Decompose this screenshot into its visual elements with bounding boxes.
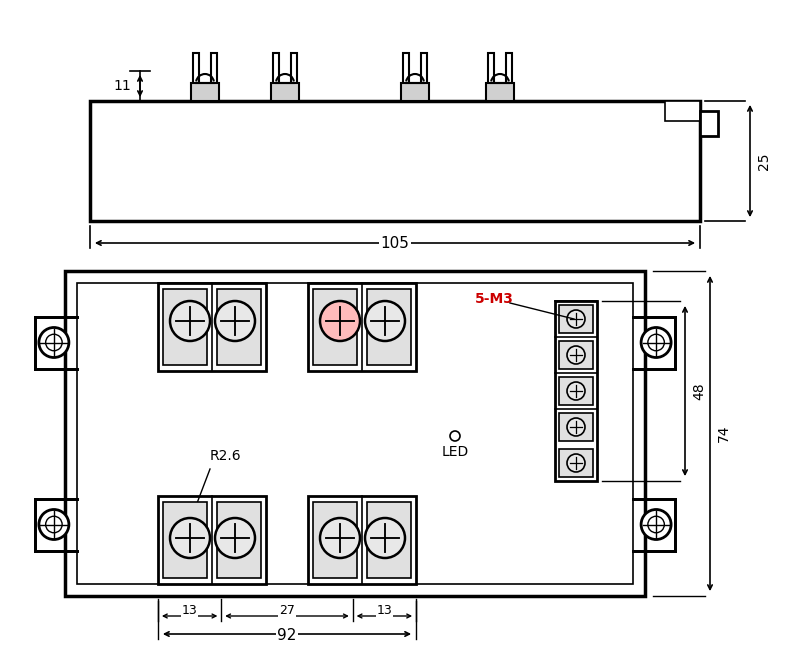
Text: 5-M3: 5-M3 xyxy=(475,292,514,306)
Bar xyxy=(559,341,593,369)
Bar xyxy=(158,283,266,371)
Circle shape xyxy=(567,310,585,328)
Bar xyxy=(367,289,411,365)
Circle shape xyxy=(170,518,210,558)
Bar xyxy=(35,499,77,550)
Bar xyxy=(65,271,645,596)
Circle shape xyxy=(46,516,62,533)
Bar xyxy=(313,289,357,365)
Bar xyxy=(158,496,266,584)
Circle shape xyxy=(648,335,664,351)
Circle shape xyxy=(39,510,69,539)
Bar xyxy=(665,101,700,121)
Bar xyxy=(313,502,357,578)
Text: E: E xyxy=(373,359,487,522)
Circle shape xyxy=(641,327,671,358)
Circle shape xyxy=(170,301,210,341)
Circle shape xyxy=(567,418,585,436)
Circle shape xyxy=(365,301,405,341)
Bar xyxy=(163,502,207,578)
Bar xyxy=(700,111,718,136)
Bar xyxy=(217,289,261,365)
Circle shape xyxy=(567,346,585,364)
Bar xyxy=(506,53,512,101)
Bar xyxy=(633,499,675,550)
Bar xyxy=(486,83,514,101)
Text: G: G xyxy=(117,359,254,522)
Circle shape xyxy=(567,454,585,472)
Bar xyxy=(308,283,416,371)
Bar xyxy=(308,496,416,584)
Bar xyxy=(291,53,297,101)
Circle shape xyxy=(641,510,671,539)
Text: 25: 25 xyxy=(757,152,771,170)
Bar xyxy=(77,283,633,584)
Bar xyxy=(559,413,593,441)
Text: 105: 105 xyxy=(381,236,410,251)
Circle shape xyxy=(320,518,360,558)
Circle shape xyxy=(215,518,255,558)
Circle shape xyxy=(450,431,460,441)
Text: 48: 48 xyxy=(692,382,706,400)
Text: 92: 92 xyxy=(278,628,297,644)
Bar xyxy=(367,502,411,578)
Text: 13: 13 xyxy=(377,604,392,617)
Text: 27: 27 xyxy=(279,604,295,617)
Text: O: O xyxy=(504,359,646,522)
Bar xyxy=(273,53,279,101)
Bar xyxy=(35,316,77,369)
Bar xyxy=(559,305,593,333)
Bar xyxy=(559,449,593,477)
Text: LED: LED xyxy=(442,445,469,459)
Bar xyxy=(421,53,427,101)
Text: 74: 74 xyxy=(717,424,731,442)
Bar xyxy=(211,53,217,101)
Text: R: R xyxy=(236,359,364,522)
Bar xyxy=(555,301,597,481)
Bar xyxy=(488,53,494,101)
Circle shape xyxy=(567,382,585,400)
Circle shape xyxy=(46,335,62,351)
Bar xyxy=(191,83,219,101)
Bar xyxy=(403,53,409,101)
Circle shape xyxy=(215,301,255,341)
Bar xyxy=(559,377,593,405)
Bar xyxy=(271,83,299,101)
Bar xyxy=(163,289,207,365)
Circle shape xyxy=(365,518,405,558)
Bar xyxy=(90,101,700,221)
Text: R2.6: R2.6 xyxy=(209,449,241,463)
Circle shape xyxy=(39,327,69,358)
Text: 11: 11 xyxy=(113,79,131,93)
Text: 13: 13 xyxy=(182,604,198,617)
Bar xyxy=(193,53,199,101)
Circle shape xyxy=(648,516,664,533)
Bar xyxy=(217,502,261,578)
Bar xyxy=(401,83,429,101)
Circle shape xyxy=(320,301,360,341)
Bar xyxy=(633,316,675,369)
